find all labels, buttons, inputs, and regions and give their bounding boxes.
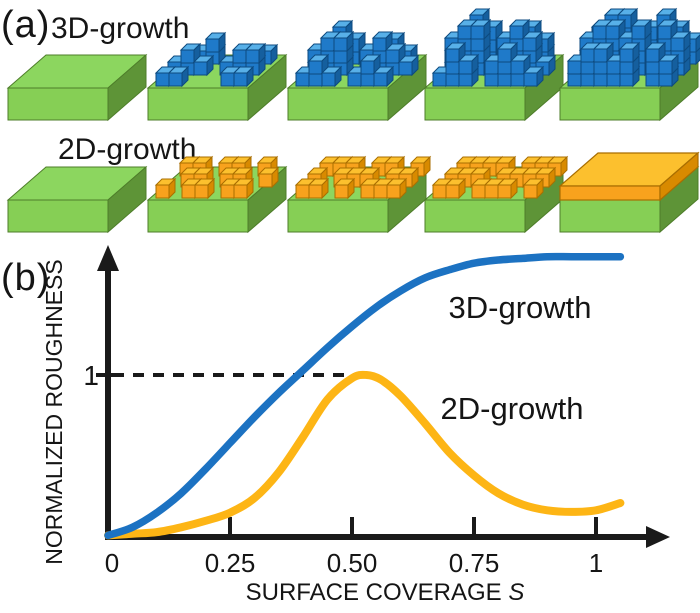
cube bbox=[192, 54, 215, 77]
cube bbox=[509, 53, 532, 76]
cube bbox=[307, 53, 330, 76]
cube bbox=[384, 42, 407, 65]
cube bbox=[332, 30, 355, 53]
cube bbox=[469, 18, 492, 41]
cube bbox=[154, 177, 177, 200]
y-axis-arrow-icon bbox=[97, 245, 119, 271]
cube bbox=[333, 177, 356, 200]
x-tick-label-1: 1 bbox=[589, 548, 603, 578]
cube-cluster bbox=[294, 19, 420, 88]
cube bbox=[496, 177, 519, 200]
cube bbox=[409, 155, 432, 178]
curve-2d-growth bbox=[104, 370, 625, 540]
cube bbox=[372, 65, 395, 88]
cube bbox=[204, 31, 227, 54]
cube bbox=[534, 166, 557, 189]
cube bbox=[371, 30, 394, 53]
cube bbox=[521, 30, 544, 53]
cube bbox=[397, 54, 420, 77]
cube bbox=[179, 42, 202, 65]
cube bbox=[630, 18, 653, 41]
x-tick-label-025: 0.25 bbox=[205, 548, 256, 578]
cube bbox=[167, 65, 190, 88]
cube bbox=[604, 18, 627, 41]
label-2d-growth-row: 2D-growth bbox=[58, 133, 196, 166]
curve-label-3d-growth: 3D-growth bbox=[449, 290, 592, 325]
cube-cluster bbox=[294, 155, 432, 200]
cube-cluster bbox=[431, 7, 557, 88]
label-3d-growth-row: 3D-growth bbox=[51, 12, 189, 45]
cube bbox=[320, 65, 343, 88]
cube-cluster bbox=[566, 7, 700, 88]
cube bbox=[193, 177, 216, 200]
substrate-slab bbox=[6, 165, 148, 234]
panel-a-label: (a) bbox=[1, 4, 50, 46]
growth-row-2d bbox=[6, 151, 700, 234]
cube bbox=[508, 18, 531, 41]
cube bbox=[669, 30, 692, 53]
cube bbox=[385, 177, 408, 200]
x-axis-title-text: SURFACE COVERAGE bbox=[246, 579, 509, 606]
cube bbox=[457, 53, 480, 76]
cube bbox=[444, 177, 467, 200]
cube bbox=[307, 177, 330, 200]
cube bbox=[444, 41, 467, 64]
panel-b: (b) 3D-growth 2D-growth 1 0 0.25 0.50 0.… bbox=[1, 245, 670, 606]
cube bbox=[257, 166, 280, 189]
full-layer bbox=[558, 151, 700, 202]
x-tick-label-0: 0 bbox=[105, 548, 119, 578]
cube bbox=[397, 166, 420, 189]
cube-cluster bbox=[431, 155, 569, 200]
cube-cluster bbox=[154, 31, 279, 88]
panel-b-label: (b) bbox=[1, 257, 50, 299]
x-tick-label-075: 0.75 bbox=[449, 548, 500, 578]
y-tick-label-1: 1 bbox=[83, 360, 99, 391]
curve-label-2d-growth: 2D-growth bbox=[441, 391, 584, 426]
y-axis-title: NORMALIZED ROUGHNESS bbox=[41, 259, 67, 564]
curve-3d-growth bbox=[104, 252, 625, 540]
x-tick-label-050: 0.50 bbox=[327, 548, 378, 578]
cube bbox=[496, 41, 519, 64]
cube bbox=[232, 65, 255, 88]
panel-a: (a) 3D-growth 2D-growth bbox=[1, 4, 700, 234]
substrate-slab bbox=[6, 53, 148, 122]
x-axis-title: SURFACE COVERAGE S bbox=[246, 579, 525, 606]
cube bbox=[618, 41, 641, 64]
cube bbox=[657, 53, 680, 76]
x-axis-arrow-icon bbox=[646, 526, 670, 548]
cube bbox=[522, 177, 545, 200]
cube bbox=[522, 65, 545, 88]
cube bbox=[244, 42, 267, 65]
cube-cluster bbox=[154, 155, 280, 200]
growth-row-3d bbox=[6, 7, 700, 122]
cube bbox=[592, 41, 615, 64]
x-axis-title-symbol: S bbox=[508, 579, 524, 606]
cube bbox=[232, 177, 255, 200]
